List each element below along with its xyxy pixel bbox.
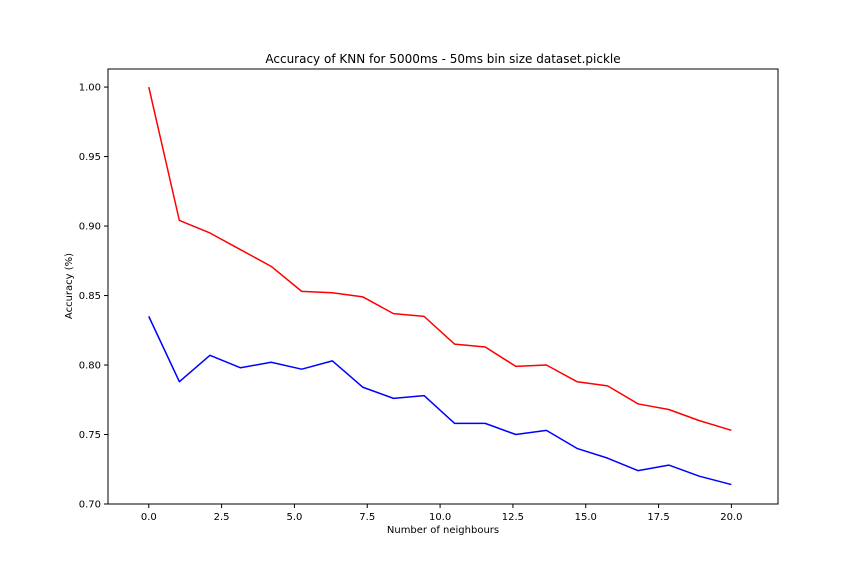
y-tick-label: 0.95	[79, 152, 101, 163]
x-tick-label: 12.5	[502, 512, 524, 523]
x-axis-label: Number of neighbours	[387, 525, 499, 536]
chart-title: Accuracy of KNN for 5000ms - 50ms bin si…	[265, 52, 620, 66]
x-tick-label: 10.0	[429, 512, 451, 523]
x-tick-label: 20.0	[720, 512, 742, 523]
series-line-2	[148, 316, 732, 486]
y-tick-label: 0.80	[79, 361, 101, 372]
y-axis-label: Accuracy (%)	[64, 253, 75, 319]
series-line-1	[148, 86, 732, 432]
x-tick-label: 0.0	[141, 512, 157, 523]
x-tick-label: 15.0	[575, 512, 597, 523]
x-tick-label: 5.0	[286, 512, 302, 523]
x-tick-label: 17.5	[647, 512, 669, 523]
y-tick-label: 1.00	[79, 83, 101, 94]
y-axis-ticks: 0.70 0.75 0.80 0.85 0.90 0.95 1.00	[79, 83, 108, 511]
y-tick-label: 0.75	[79, 430, 101, 441]
x-axis-ticks: 0.0 2.5 5.0 7.5 10.0 12.5 15.0 17.5 20.0	[141, 504, 743, 523]
y-tick-label: 0.70	[79, 500, 101, 511]
series-layer	[148, 86, 732, 486]
y-tick-label: 0.90	[79, 222, 101, 233]
plot-frame	[107, 68, 779, 505]
x-tick-label: 7.5	[359, 512, 375, 523]
y-tick-label: 0.85	[79, 291, 101, 302]
x-tick-label: 2.5	[214, 512, 230, 523]
